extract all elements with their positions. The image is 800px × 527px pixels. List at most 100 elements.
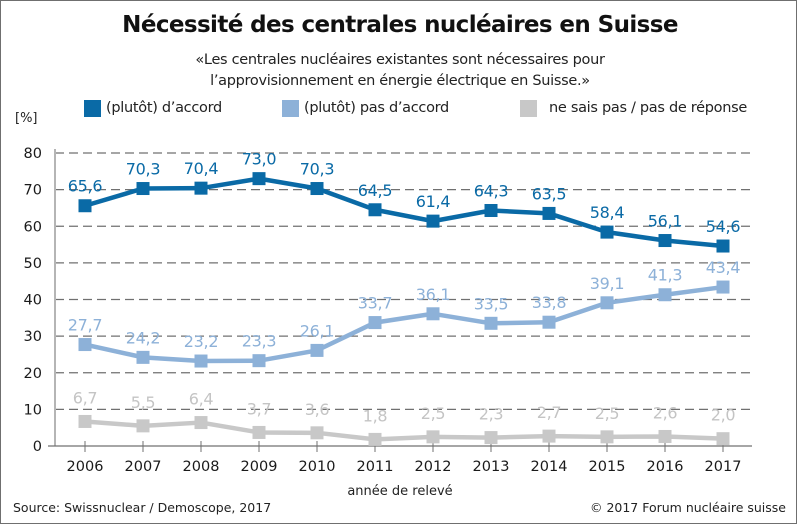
data-label-1-2014: 33,8 <box>532 293 567 312</box>
data-point-1-2017 <box>716 280 730 294</box>
data-point-2-2006 <box>78 414 92 428</box>
data-label-0-2017: 54,6 <box>706 217 741 236</box>
x-tick-label-2008: 2008 <box>183 459 220 475</box>
data-point-1-2014 <box>542 315 556 329</box>
data-label-2-2012: 2,5 <box>421 404 446 423</box>
data-label-1-2013: 33,5 <box>474 294 508 313</box>
series-line-0 <box>84 176 724 249</box>
legend-label-no-answer: ne sais pas / pas de réponse <box>549 100 747 116</box>
x-tick-label-2010: 2010 <box>299 459 336 475</box>
data-point-0-2008 <box>194 181 208 195</box>
y-tick-label-60: 60 <box>24 219 42 235</box>
data-point-0-2013 <box>484 204 498 218</box>
data-label-0-2006: 65,6 <box>68 177 103 196</box>
data-label-2-2010: 3,6 <box>305 400 330 419</box>
data-label-0-2009: 73,0 <box>242 150 277 169</box>
data-label-2-2016: 2,6 <box>653 403 678 422</box>
legend-swatch-no-answer <box>520 99 537 117</box>
legend-swatch-agree <box>84 99 101 117</box>
series-line-1 <box>84 284 724 364</box>
data-label-1-2009: 23,3 <box>242 332 276 351</box>
legend-label-disagree: (plutôt) pas d’accord <box>304 100 449 116</box>
data-label-0-2014: 63,5 <box>532 184 566 203</box>
data-point-1-2016 <box>658 288 672 302</box>
data-point-2-2011 <box>368 432 382 446</box>
data-point-0-2009 <box>252 172 266 186</box>
data-point-2-2008 <box>194 416 208 430</box>
legend-item-agree: (plutôt) d’accord <box>84 98 222 118</box>
data-point-0-2012 <box>426 214 440 228</box>
data-label-0-2008: 70,4 <box>184 159 219 178</box>
y-tick-label-0: 0 <box>33 439 42 455</box>
data-point-1-2015 <box>600 296 614 310</box>
data-point-1-2013 <box>484 316 498 330</box>
data-point-0-2014 <box>542 206 556 220</box>
data-point-1-2009 <box>252 354 266 368</box>
data-point-2-2017 <box>716 432 730 446</box>
copyright-note: © 2017 Forum nucléaire suisse <box>589 500 786 515</box>
data-point-0-2016 <box>658 234 672 248</box>
data-label-2-2009: 3,7 <box>247 399 272 418</box>
x-tick-label-2006: 2006 <box>67 459 104 475</box>
legend-item-disagree: (plutôt) pas d’accord <box>282 98 449 118</box>
chart-subtitle: «Les centrales nucléaires existantes son… <box>0 50 800 92</box>
data-point-2-2016 <box>658 429 672 443</box>
x-tick-label-2012: 2012 <box>415 459 452 475</box>
x-tick-label-2007: 2007 <box>125 459 162 475</box>
y-tick-label-30: 30 <box>24 329 42 345</box>
y-axis-unit: [%] <box>15 111 38 126</box>
data-label-0-2015: 58,4 <box>590 203 625 222</box>
data-label-0-2016: 56,1 <box>648 212 682 231</box>
data-point-1-2012 <box>426 307 440 321</box>
data-point-0-2006 <box>78 199 92 213</box>
data-point-0-2017 <box>716 239 730 253</box>
y-tick-label-80: 80 <box>24 146 42 162</box>
legend-swatch-disagree <box>282 99 299 117</box>
data-label-2-2014: 2,7 <box>537 403 562 422</box>
data-point-2-2013 <box>484 431 498 445</box>
data-label-1-2017: 43,4 <box>706 258 741 277</box>
y-tick-label-10: 10 <box>24 402 42 418</box>
legend-item-no-answer: ne sais pas / pas de réponse <box>520 98 747 118</box>
x-tick-label-2011: 2011 <box>357 459 394 475</box>
data-point-0-2011 <box>368 203 382 217</box>
y-tick-label-40: 40 <box>24 293 42 309</box>
x-tick-label-2014: 2014 <box>531 459 568 475</box>
y-tick-label-50: 50 <box>24 256 42 272</box>
data-label-1-2011: 33,7 <box>358 294 392 313</box>
x-tick-label-2017: 2017 <box>705 459 742 475</box>
x-tick-label-2013: 2013 <box>473 459 510 475</box>
data-label-0-2012: 61,4 <box>416 192 451 211</box>
data-label-0-2007: 70,3 <box>126 160 160 179</box>
data-label-0-2011: 64,5 <box>358 181 392 200</box>
data-label-2-2007: 5,5 <box>131 393 156 412</box>
data-label-2-2008: 6,4 <box>189 390 214 409</box>
data-label-1-2015: 39,1 <box>590 274 624 293</box>
data-label-2-2013: 2,3 <box>479 405 504 424</box>
data-point-2-2010 <box>310 426 324 440</box>
data-label-0-2010: 70,3 <box>300 160 334 179</box>
data-point-1-2007 <box>136 350 150 364</box>
source-note: Source: Swissnuclear / Demoscope, 2017 <box>13 500 272 515</box>
data-point-2-2012 <box>426 430 440 444</box>
data-point-2-2009 <box>252 425 266 439</box>
subtitle-line-2: l’approvisionnement en énergie électriqu… <box>210 73 590 89</box>
data-label-2-2011: 1,8 <box>363 406 388 425</box>
x-tick-label-2015: 2015 <box>589 459 626 475</box>
data-point-2-2014 <box>542 429 556 443</box>
x-tick-label-2009: 2009 <box>241 459 278 475</box>
y-tick-label-20: 20 <box>24 366 42 382</box>
data-label-1-2008: 23,2 <box>184 332 218 351</box>
subtitle-line-1: «Les centrales nucléaires existantes son… <box>195 52 605 68</box>
data-point-2-2015 <box>600 430 614 444</box>
data-point-1-2008 <box>194 354 208 368</box>
data-point-1-2010 <box>310 343 324 357</box>
data-label-1-2006: 27,7 <box>68 316 102 335</box>
data-label-1-2012: 36,1 <box>416 285 450 304</box>
chart-title: Nécessité des centrales nucléaires en Su… <box>122 12 678 38</box>
data-label-1-2007: 24,2 <box>126 328 160 347</box>
series-line-2 <box>84 419 724 442</box>
data-point-2-2007 <box>136 419 150 433</box>
data-label-2-2015: 2,5 <box>595 404 620 423</box>
